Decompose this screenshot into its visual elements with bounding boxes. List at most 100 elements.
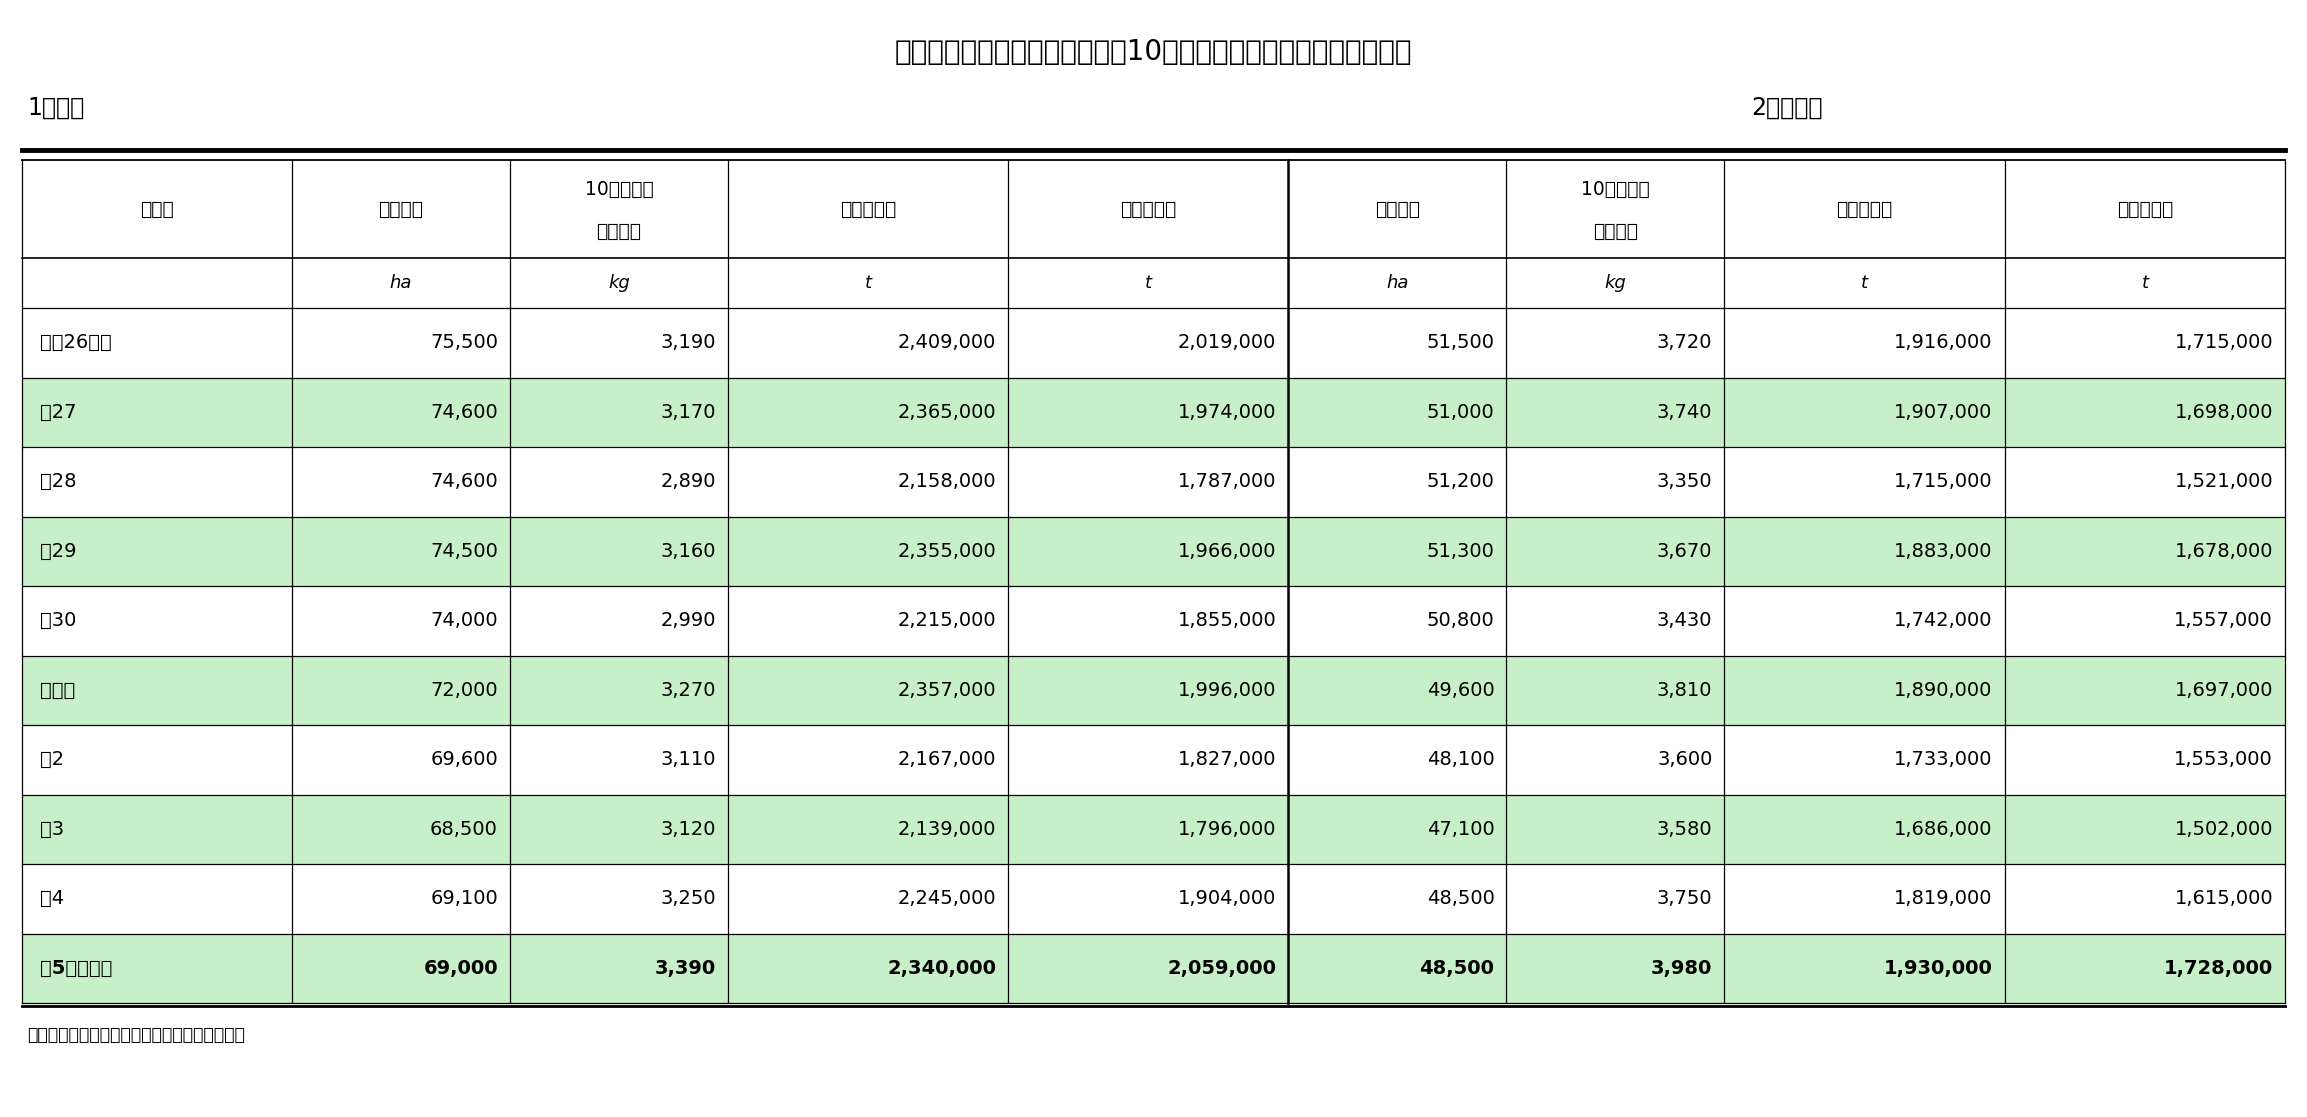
Text: 2,409,000: 2,409,000 (897, 333, 997, 352)
Text: 1,557,000: 1,557,000 (2173, 611, 2272, 630)
Text: 3,670: 3,670 (1656, 542, 1712, 561)
Text: 2,365,000: 2,365,000 (897, 403, 997, 422)
Text: 51,500: 51,500 (1426, 333, 1495, 352)
Text: 1,715,000: 1,715,000 (1894, 472, 1993, 491)
Text: 出　荷　量: 出 荷 量 (1121, 200, 1177, 219)
Text: 3,390: 3,390 (655, 958, 715, 977)
Text: 3,600: 3,600 (1656, 751, 1712, 770)
Bar (23, 656, 2284, 725)
Text: 出　荷　量: 出 荷 量 (2118, 200, 2173, 219)
Text: 1,728,000: 1,728,000 (2164, 958, 2272, 977)
Text: 48,500: 48,500 (1426, 889, 1495, 908)
Text: 5（概数）: 5（概数） (39, 958, 113, 977)
Text: 1,686,000: 1,686,000 (1894, 820, 1993, 839)
Text: 2,139,000: 2,139,000 (897, 820, 997, 839)
Text: 収　穫　量: 収 穫 量 (840, 200, 895, 219)
Text: 3,160: 3,160 (660, 542, 715, 561)
Text: 74,000: 74,000 (431, 611, 498, 630)
Text: 1,502,000: 1,502,000 (2176, 820, 2272, 839)
Text: 2: 2 (39, 751, 65, 770)
Text: 平成26年産: 平成26年産 (39, 333, 111, 352)
Text: 作付面積: 作付面積 (1375, 200, 1419, 219)
Text: 50,800: 50,800 (1426, 611, 1495, 630)
Text: 10ａ当たり: 10ａ当たり (584, 180, 653, 199)
Text: kg: kg (1606, 274, 1626, 292)
Text: 1,697,000: 1,697,000 (2176, 680, 2272, 699)
Text: 3,430: 3,430 (1656, 611, 1712, 630)
Text: 69,600: 69,600 (429, 751, 498, 770)
Text: 1,678,000: 1,678,000 (2176, 542, 2272, 561)
Text: 3,740: 3,740 (1656, 403, 1712, 422)
Text: 2,245,000: 2,245,000 (897, 889, 997, 908)
Text: 3,580: 3,580 (1656, 820, 1712, 839)
Bar (23, 378, 2284, 447)
Text: 3,810: 3,810 (1656, 680, 1712, 699)
Text: 1,904,000: 1,904,000 (1179, 889, 1276, 908)
Text: 1,930,000: 1,930,000 (1885, 958, 1993, 977)
Text: 1,715,000: 1,715,000 (2176, 333, 2272, 352)
Text: 資料：農林水産省統計部「野菜生産出荷統計」: 資料：農林水産省統計部「野菜生産出荷統計」 (28, 1027, 245, 1044)
Text: 1,615,000: 1,615,000 (2176, 889, 2272, 908)
Text: 1,907,000: 1,907,000 (1894, 403, 1993, 422)
Text: 1,827,000: 1,827,000 (1179, 751, 1276, 770)
Text: 74,600: 74,600 (429, 403, 498, 422)
Text: 1,796,000: 1,796,000 (1179, 820, 1276, 839)
Text: 10ａ当たり: 10ａ当たり (1580, 180, 1650, 199)
Text: t: t (1862, 274, 1869, 292)
Text: 51,200: 51,200 (1426, 472, 1495, 491)
Text: 74,600: 74,600 (429, 472, 498, 491)
Text: 2,355,000: 2,355,000 (897, 542, 997, 561)
Text: 1,883,000: 1,883,000 (1894, 542, 1993, 561)
Text: 69,100: 69,100 (429, 889, 498, 908)
Text: 74,500: 74,500 (429, 542, 498, 561)
Text: 3,350: 3,350 (1656, 472, 1712, 491)
Text: 29: 29 (39, 542, 76, 561)
Text: 3: 3 (39, 820, 65, 839)
Text: 3,110: 3,110 (660, 751, 715, 770)
Text: 3,750: 3,750 (1656, 889, 1712, 908)
Bar (23, 794, 2284, 865)
Text: 収　　量: 収 量 (1592, 221, 1638, 240)
Text: 1,855,000: 1,855,000 (1177, 611, 1276, 630)
Text: 51,000: 51,000 (1426, 403, 1495, 422)
Text: 春植えばれいしょの作付面積、10ａ当たり収量、収穫量及び出荷量: 春植えばれいしょの作付面積、10ａ当たり収量、収穫量及び出荷量 (895, 38, 1412, 66)
Text: t: t (2141, 274, 2148, 292)
Text: 年　産: 年 産 (141, 200, 173, 219)
Text: 3,170: 3,170 (660, 403, 715, 422)
Text: 49,600: 49,600 (1426, 680, 1495, 699)
Text: 2,357,000: 2,357,000 (897, 680, 997, 699)
Text: 3,980: 3,980 (1652, 958, 1712, 977)
Text: 2,019,000: 2,019,000 (1179, 333, 1276, 352)
Text: 収　　量: 収 量 (598, 221, 641, 240)
Bar (23, 516, 2284, 586)
Text: 1,787,000: 1,787,000 (1179, 472, 1276, 491)
Text: 27: 27 (39, 403, 76, 422)
Text: 2,158,000: 2,158,000 (897, 472, 997, 491)
Text: 1,996,000: 1,996,000 (1179, 680, 1276, 699)
Text: 作付面積: 作付面積 (378, 200, 424, 219)
Text: 収　穫　量: 収 穫 量 (1836, 200, 1892, 219)
Text: t: t (865, 274, 872, 292)
Text: 72,000: 72,000 (431, 680, 498, 699)
Text: t: t (1144, 274, 1151, 292)
Text: 30: 30 (39, 611, 76, 630)
Text: 1,890,000: 1,890,000 (1894, 680, 1993, 699)
Text: 3,720: 3,720 (1656, 333, 1712, 352)
Text: 2,167,000: 2,167,000 (897, 751, 997, 770)
Text: 1,916,000: 1,916,000 (1894, 333, 1993, 352)
Text: 2　北海道: 2 北海道 (1751, 96, 1823, 120)
Bar (23, 934, 2284, 1003)
Text: 28: 28 (39, 472, 76, 491)
Text: 1　全国: 1 全国 (28, 96, 85, 120)
Text: 1,819,000: 1,819,000 (1894, 889, 1993, 908)
Text: 51,300: 51,300 (1426, 542, 1495, 561)
Text: 2,215,000: 2,215,000 (897, 611, 997, 630)
Text: 1,742,000: 1,742,000 (1894, 611, 1993, 630)
Text: 47,100: 47,100 (1426, 820, 1495, 839)
Text: 1,698,000: 1,698,000 (2176, 403, 2272, 422)
Text: 3,270: 3,270 (660, 680, 715, 699)
Text: ha: ha (390, 274, 413, 292)
Text: 3,120: 3,120 (660, 820, 715, 839)
Text: 3,250: 3,250 (660, 889, 715, 908)
Text: 2,990: 2,990 (660, 611, 715, 630)
